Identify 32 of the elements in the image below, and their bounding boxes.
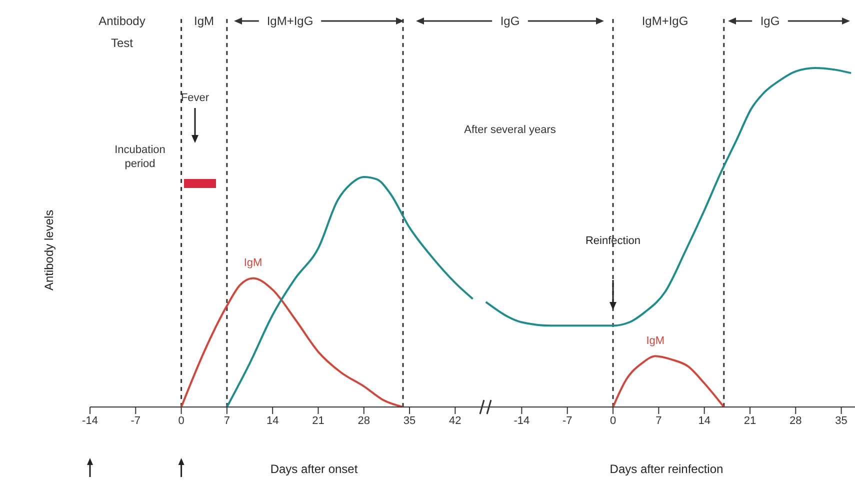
x-tick-label: 21 (312, 414, 324, 427)
x-tick-label: 42 (449, 414, 462, 427)
text: Antibody Test (98, 14, 146, 50)
series-label: IgM (646, 335, 665, 348)
x-tick-label: -7 (562, 414, 572, 427)
x-tick-label: -7 (130, 414, 141, 427)
x-tick-label: -14 (514, 414, 530, 427)
text: Incubation period (114, 144, 166, 170)
x-tick-label: 28 (790, 414, 802, 427)
text: IgM+IgG (266, 14, 314, 28)
x-tick-label: 14 (698, 414, 710, 427)
y-axis-title: Antibody levels (42, 210, 56, 291)
text: IgG (500, 14, 520, 28)
x-tick-label: 35 (835, 414, 848, 427)
annotation: After several years (464, 124, 556, 136)
x-axis-title: Days after reinfection (610, 462, 724, 476)
text: IgM (194, 14, 214, 28)
x-tick-label: 14 (266, 414, 279, 427)
x-axis-title: Days after onset (270, 462, 358, 476)
text: Fever (180, 92, 210, 104)
x-tick-label: 28 (358, 414, 370, 427)
ref-line-label: Reinfection (585, 235, 641, 247)
x-tick-label: 7 (656, 414, 662, 427)
text: IgM+IgG (642, 14, 688, 28)
text: IgG (760, 14, 780, 28)
x-tick-label: 35 (403, 414, 416, 427)
x-tick-label: 21 (744, 414, 756, 427)
x-tick-label: 0 (178, 414, 184, 427)
x-tick-label: 0 (610, 414, 616, 427)
series-label: IgM (244, 257, 262, 270)
x-tick-label: -14 (82, 414, 98, 427)
x-tick-label: 7 (224, 414, 230, 427)
